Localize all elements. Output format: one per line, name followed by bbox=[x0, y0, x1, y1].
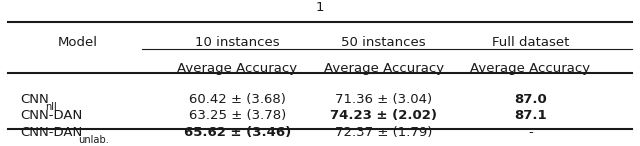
Text: Model: Model bbox=[58, 36, 98, 49]
Text: 65.62 ± (3.46): 65.62 ± (3.46) bbox=[184, 126, 291, 139]
Text: Average Accuracy: Average Accuracy bbox=[177, 62, 297, 75]
Text: CNN-DAN: CNN-DAN bbox=[20, 109, 83, 122]
Text: Average Accuracy: Average Accuracy bbox=[324, 62, 444, 75]
Text: Average Accuracy: Average Accuracy bbox=[470, 62, 590, 75]
Text: Full dataset: Full dataset bbox=[492, 36, 569, 49]
Text: 72.37 ± (1.79): 72.37 ± (1.79) bbox=[335, 126, 433, 139]
Text: CNN-DAN: CNN-DAN bbox=[20, 126, 83, 139]
Text: unlab.: unlab. bbox=[79, 135, 109, 145]
Text: 63.25 ± (3.78): 63.25 ± (3.78) bbox=[189, 109, 286, 122]
Text: 10 instances: 10 instances bbox=[195, 36, 280, 49]
Text: 50 instances: 50 instances bbox=[341, 36, 426, 49]
Text: 60.42 ± (3.68): 60.42 ± (3.68) bbox=[189, 93, 285, 106]
Text: -: - bbox=[528, 126, 532, 139]
Text: CNN: CNN bbox=[20, 93, 49, 106]
Text: 74.23 ± (2.02): 74.23 ± (2.02) bbox=[330, 109, 437, 122]
Text: 87.1: 87.1 bbox=[514, 109, 547, 122]
Text: 1: 1 bbox=[316, 1, 324, 14]
Text: nll: nll bbox=[45, 102, 57, 112]
Text: 87.0: 87.0 bbox=[514, 93, 547, 106]
Text: 71.36 ± (3.04): 71.36 ± (3.04) bbox=[335, 93, 432, 106]
